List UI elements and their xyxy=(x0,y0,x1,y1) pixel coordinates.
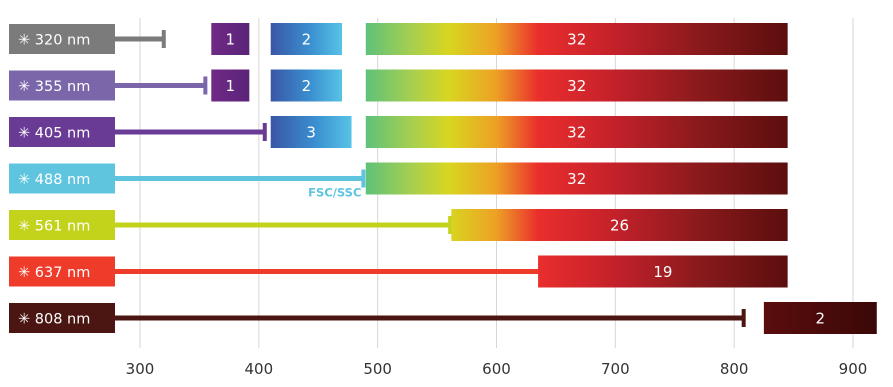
fsc-ssc-label: FSC/SSC xyxy=(308,186,361,200)
excitation-marker xyxy=(262,123,267,141)
laser-row-405: ✳ 405 nm 3 32 xyxy=(9,116,788,148)
excitation-marker xyxy=(203,76,208,95)
excitation-line xyxy=(115,129,265,135)
laser-label-box xyxy=(9,256,115,287)
channel-count-label: 3 xyxy=(306,124,316,142)
channel-bar xyxy=(365,162,788,195)
laser-label: ✳ 488 nm xyxy=(18,172,90,188)
laser-label-box xyxy=(9,303,115,333)
laser-label-box xyxy=(9,210,115,240)
excitation-line xyxy=(115,315,744,321)
excitation-marker xyxy=(161,30,166,48)
laser-row-355: ✳ 355 nm 1 2 32 xyxy=(9,69,788,102)
excitation-line xyxy=(115,269,541,274)
channel-bar xyxy=(538,255,788,288)
channel-count-label: 32 xyxy=(567,124,586,142)
laser-row-808: ✳ 808 nm 2 xyxy=(9,302,877,334)
channel-bar xyxy=(211,69,250,102)
channel-bar xyxy=(763,302,877,334)
laser-row-561: ✳ 561 nm 26 xyxy=(9,209,788,241)
x-tick-label: 800 xyxy=(720,360,749,378)
laser-row-488: ✳ 488 nm FSC/SSC 32 xyxy=(9,162,788,200)
laser-label: ✳ 808 nm xyxy=(18,312,90,328)
channel-count-label: 1 xyxy=(226,31,236,49)
excitation-line xyxy=(115,176,364,181)
laser-label: ✳ 405 nm xyxy=(18,126,90,142)
excitation-line xyxy=(115,83,206,88)
excitation-line xyxy=(115,36,164,42)
excitation-marker xyxy=(741,309,746,327)
channel-count-label: 2 xyxy=(816,310,826,328)
x-tick-label: 600 xyxy=(482,360,511,378)
laser-rows: ✳ 320 nm 1 2 32✳ 355 nm 1 2 32✳ 405 nm 3 32✳ 488… xyxy=(9,23,877,334)
x-tick-label: 900 xyxy=(839,360,868,378)
channel-count-label: 19 xyxy=(653,263,672,281)
laser-label: ✳ 320 nm xyxy=(18,33,90,49)
x-tick-label: 400 xyxy=(245,360,274,378)
channel-bar xyxy=(270,116,352,148)
x-tick-label: 300 xyxy=(126,360,155,378)
laser-label: ✳ 355 nm xyxy=(18,79,90,95)
laser-row-320: ✳ 320 nm 1 2 32 xyxy=(9,23,788,55)
channel-bar xyxy=(211,23,250,55)
channel-count-label: 2 xyxy=(302,77,312,95)
channel-count-label: 32 xyxy=(567,77,586,95)
laser-row-637: ✳ 637 nm 19 xyxy=(9,255,788,288)
channel-count-label: 32 xyxy=(567,31,586,49)
laser-label: ✳ 637 nm xyxy=(18,265,90,281)
channel-bar xyxy=(270,23,343,55)
channel-bar xyxy=(270,69,343,102)
channel-bar xyxy=(365,69,788,102)
channel-count-label: 26 xyxy=(610,217,629,235)
x-tick-label: 500 xyxy=(363,360,392,378)
laser-label-box xyxy=(9,163,115,194)
excitation-marker xyxy=(448,216,453,234)
channel-count-label: 32 xyxy=(567,170,586,188)
channel-bar xyxy=(365,116,788,148)
laser-label: ✳ 561 nm xyxy=(18,219,90,235)
laser-label-box xyxy=(9,24,115,54)
x-axis: 300 400 500 600 700 800 900 xyxy=(126,360,868,378)
channel-bar xyxy=(451,209,788,241)
x-tick-label: 700 xyxy=(601,360,630,378)
excitation-marker xyxy=(361,169,366,188)
laser-label-box xyxy=(9,117,115,147)
channel-bar xyxy=(365,23,788,55)
excitation-line xyxy=(115,222,451,228)
channel-count-label: 1 xyxy=(226,77,236,95)
laser-label-box xyxy=(9,70,115,101)
channel-count-label: 2 xyxy=(302,31,312,49)
